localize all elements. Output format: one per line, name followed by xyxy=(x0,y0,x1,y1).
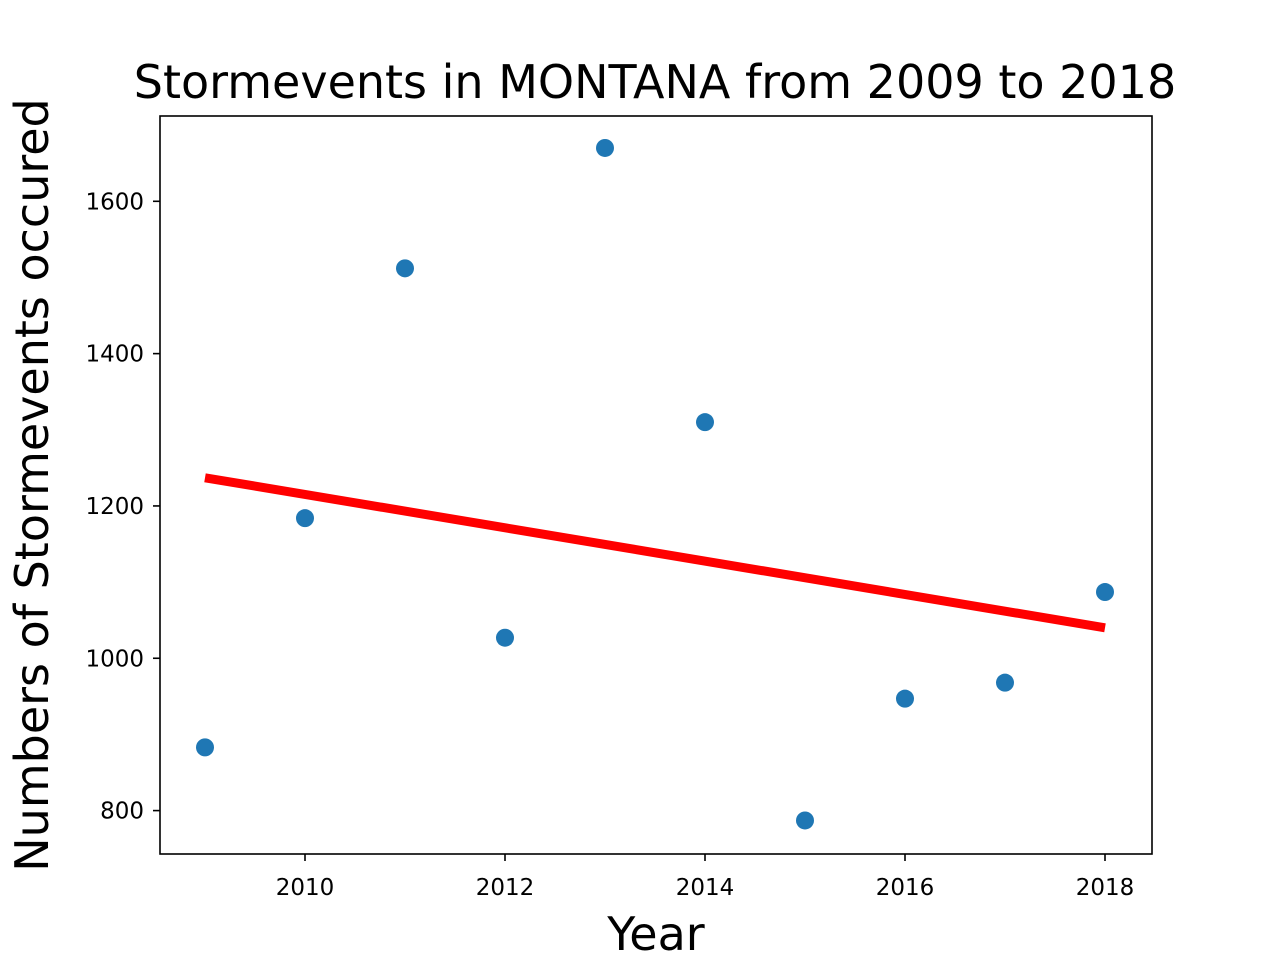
data-point xyxy=(1096,583,1114,602)
x-tick-label: 2014 xyxy=(676,875,735,901)
data-point xyxy=(896,689,914,708)
y-tick-label: 800 xyxy=(100,799,144,825)
x-axis-label: Year xyxy=(606,907,704,960)
data-point xyxy=(296,509,314,528)
data-point xyxy=(196,738,214,757)
y-axis-label: Numbers of Stormevents occured xyxy=(5,98,59,872)
y-tick-label: 1000 xyxy=(85,646,144,672)
data-point xyxy=(396,259,414,278)
data-point xyxy=(996,673,1014,692)
y-tick-label: 1200 xyxy=(85,494,144,520)
y-tick-label: 1400 xyxy=(85,342,144,368)
y-axis: 800 1000 1200 1400 1600 xyxy=(85,189,160,825)
data-point xyxy=(596,138,614,157)
x-axis: 2010 2012 2014 2016 2018 xyxy=(276,854,1135,901)
data-point xyxy=(696,413,714,432)
y-tick-label: 1600 xyxy=(85,189,144,215)
axes-frame xyxy=(159,115,1153,855)
x-tick-label: 2016 xyxy=(876,875,935,901)
data-point xyxy=(796,811,814,830)
chart-title: Stormevents in MONTANA from 2009 to 2018 xyxy=(134,55,1176,109)
x-tick-label: 2012 xyxy=(476,875,535,901)
trend-line xyxy=(204,473,1106,633)
plot-area xyxy=(196,138,1114,830)
x-tick-label: 2010 xyxy=(276,875,335,901)
data-point xyxy=(496,628,514,647)
x-tick-label: 2018 xyxy=(1076,875,1135,901)
